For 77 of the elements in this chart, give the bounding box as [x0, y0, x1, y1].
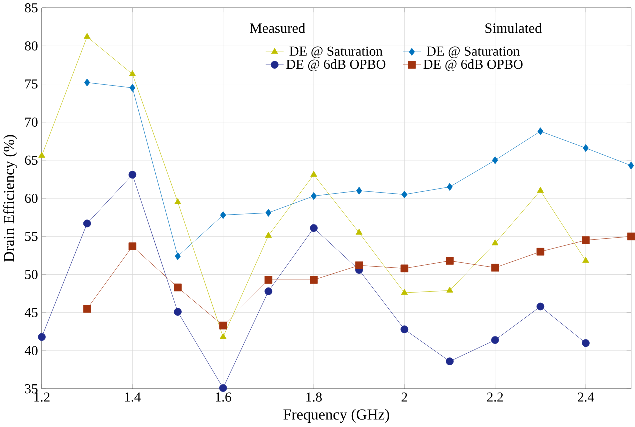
y-tick-label: 75	[26, 80, 38, 90]
point	[264, 276, 273, 284]
point	[447, 183, 453, 192]
x-tick-label: 1.4	[125, 392, 141, 402]
point	[310, 224, 318, 232]
point	[400, 326, 409, 334]
point	[582, 257, 590, 264]
y-axis-title: Drain Efficiency (%)	[4, 135, 18, 262]
point	[129, 70, 136, 77]
x-axis-title: Frequency (GHz)	[284, 409, 390, 424]
y-tick-label: 60	[25, 194, 38, 204]
point	[84, 33, 91, 40]
annotation: Simulated	[486, 23, 542, 34]
y-tick-label: 65	[25, 156, 38, 166]
point	[174, 308, 182, 316]
point	[582, 340, 590, 348]
point	[492, 240, 499, 246]
y-tick-label: 45	[24, 308, 38, 318]
legend-label: DE @ Saturation	[426, 47, 520, 59]
point	[266, 209, 272, 218]
legend-label: DE @ 6dB OPBO	[286, 60, 386, 72]
point	[536, 248, 545, 256]
y-tick-label: 50	[25, 270, 38, 280]
point	[128, 242, 137, 251]
point	[175, 252, 181, 261]
x-tick-label: 1.8	[306, 392, 322, 402]
point	[491, 336, 500, 344]
point	[265, 232, 272, 238]
point	[38, 334, 46, 342]
point	[446, 287, 454, 294]
y-tick-label: 85	[25, 4, 38, 13]
point	[491, 264, 500, 272]
point	[537, 187, 544, 194]
point	[446, 257, 454, 266]
point	[130, 84, 136, 92]
point	[401, 289, 408, 296]
point	[264, 288, 273, 296]
y-tick-label: 70	[26, 118, 38, 128]
point	[356, 187, 362, 196]
point	[310, 171, 318, 178]
x-tick-label: 1.2	[34, 392, 50, 402]
point	[538, 128, 544, 136]
point	[355, 262, 364, 270]
y-tick-label: 80	[25, 42, 38, 52]
y-tick-label: 40	[24, 346, 38, 356]
point	[83, 305, 92, 314]
y-tick-label: 55	[25, 232, 38, 242]
point	[84, 79, 90, 87]
point	[310, 276, 318, 284]
annotation: Measured	[250, 23, 306, 34]
point	[446, 358, 454, 366]
point	[627, 233, 635, 241]
point	[220, 334, 227, 340]
point	[400, 265, 409, 273]
point	[492, 156, 498, 165]
point	[583, 144, 589, 152]
point	[128, 171, 137, 180]
point	[402, 191, 408, 199]
point	[356, 229, 363, 236]
point	[219, 384, 228, 392]
x-tick-label: 2	[402, 392, 408, 402]
x-tick-label: 1.6	[216, 392, 232, 402]
point	[38, 152, 46, 158]
point	[582, 236, 590, 245]
y-tick-label: 35	[25, 384, 38, 394]
point	[174, 284, 182, 292]
point	[220, 212, 226, 220]
x-tick-label: 2.2	[487, 392, 504, 402]
legend-label: DE @ Saturation	[290, 47, 383, 59]
legend-label: DE @ 6dB OPBO	[424, 60, 523, 72]
point	[536, 303, 545, 311]
point	[311, 192, 317, 200]
point	[83, 220, 92, 228]
x-tick-label: 2.4	[578, 392, 594, 402]
point	[628, 162, 634, 170]
point	[219, 322, 228, 330]
point	[174, 198, 182, 205]
